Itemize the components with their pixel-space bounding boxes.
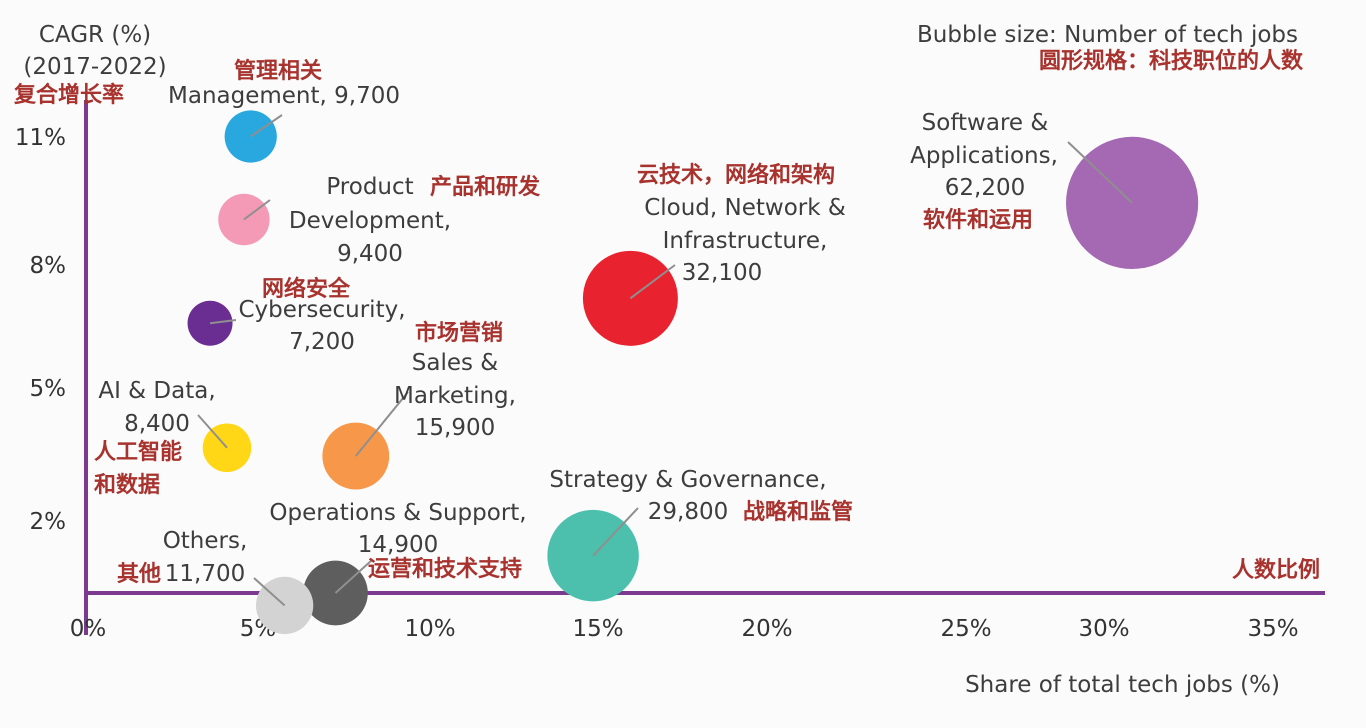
data-label-cn: 管理相关 (234, 58, 322, 84)
data-label-cn: 云技术，网络和架构 (637, 162, 835, 188)
data-label: 7,200 (289, 329, 355, 355)
data-label: Marketing, (394, 383, 516, 409)
leader-line (209, 319, 237, 325)
y-tick-label: 5% (30, 376, 67, 402)
data-label: Strategy & Governance, (549, 467, 826, 493)
data-label-cn: 软件和运用 (923, 207, 1033, 233)
y-axis-period: (2017-2022) (23, 54, 166, 80)
y-axis-title: CAGR (%) (39, 22, 151, 48)
data-label: Operations & Support, (269, 500, 526, 526)
data-label: 8,400 (124, 411, 190, 437)
x-tick-label: 20% (741, 616, 792, 642)
y-tick-label: 11% (15, 125, 66, 151)
data-label: 32,100 (682, 260, 762, 286)
leader-line (253, 577, 286, 607)
data-label: Product (326, 174, 413, 200)
data-label: 11,700 (165, 561, 245, 587)
data-label-cn: 网络安全 (262, 276, 351, 302)
y-tick-label: 2% (30, 509, 67, 535)
data-label-cn: 其他 (117, 562, 161, 587)
x-tick-label: 0% (70, 616, 107, 642)
leader-line (355, 391, 409, 457)
leader-line (197, 414, 228, 449)
x-tick-label: 25% (940, 616, 991, 642)
data-label: Sales & (412, 350, 499, 376)
data-label: Cybersecurity, (238, 297, 405, 323)
leader-line (1067, 141, 1133, 204)
data-label: 62,200 (945, 175, 1025, 201)
legend-text-cn: 圆形规格：科技职位的人数 (1039, 48, 1304, 74)
x-tick-label: 35% (1247, 616, 1298, 642)
data-label: 14,900 (358, 532, 438, 558)
x-axis-title: Share of total tech jobs (%) (965, 672, 1280, 698)
data-label: Infrastructure, (663, 228, 828, 254)
data-label: AI & Data, (98, 378, 215, 404)
data-label-cn: 和数据 (94, 472, 160, 498)
y-tick-label: 8% (30, 253, 67, 279)
y-axis-title-cn: 复合增长率 (13, 82, 124, 108)
bubble-ai-data (202, 423, 252, 473)
leader-line (592, 507, 639, 557)
data-label: Applications, (910, 143, 1058, 169)
data-label-cn: 市场营销 (415, 320, 503, 346)
data-label: Cloud, Network & (644, 195, 846, 221)
leader-line (629, 264, 676, 300)
legend-text: Bubble size: Number of tech jobs (917, 22, 1298, 48)
data-label-cn: 产品和研发 (430, 174, 541, 200)
data-label-cn: 战略和监管 (743, 499, 853, 525)
leader-line (243, 199, 271, 221)
x-tick-label: 15% (572, 616, 623, 642)
data-label: Management, 9,700 (168, 83, 400, 109)
data-label-cn: 人工智能 (94, 439, 182, 465)
data-label: Development, (289, 208, 451, 234)
leader-line (250, 114, 283, 138)
leader-line (334, 559, 373, 594)
data-label: 9,400 (337, 241, 403, 267)
data-label: Software & (922, 110, 1049, 136)
x-tick-label: 10% (404, 616, 455, 642)
x-axis-title-cn: 人数比例 (1232, 557, 1320, 583)
x-tick-label: 30% (1078, 616, 1129, 642)
data-label: 15,900 (415, 415, 495, 441)
data-label: Others, (163, 528, 248, 554)
data-label: 29,800 (648, 499, 728, 525)
data-label-cn: 运营和技术支持 (368, 557, 522, 582)
